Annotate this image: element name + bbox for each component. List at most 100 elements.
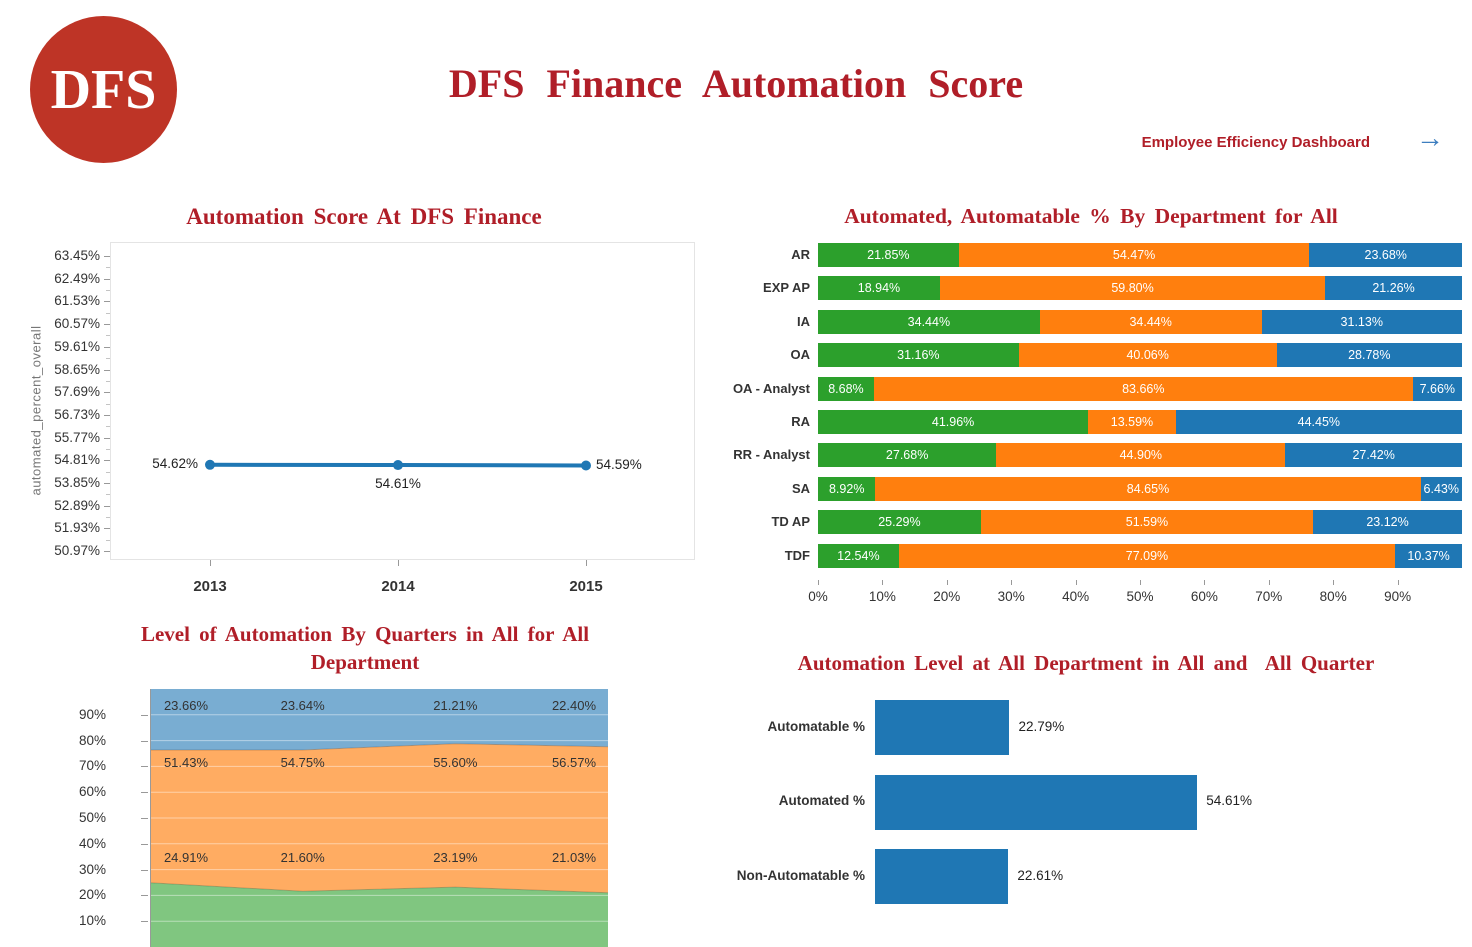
y-minor-tick [106, 380, 110, 382]
category-label: Automatable % [767, 718, 865, 734]
y-tick-mark [104, 301, 110, 303]
y-tick-mark [141, 921, 148, 923]
bar-segment-green[interactable]: 31.16% [818, 343, 1019, 368]
bar-segment-orange[interactable]: 44.90% [996, 443, 1286, 468]
bar-segment-green[interactable]: 41.96% [818, 410, 1089, 434]
x-tick-label: 2013 [193, 578, 227, 595]
y-minor-tick [106, 494, 110, 496]
area-label: 21.03% [551, 850, 597, 865]
y-minor-tick [106, 290, 110, 292]
bar-segment-blue[interactable]: 6.43% [1420, 476, 1462, 501]
bar-segment-blue[interactable]: 7.66% [1412, 376, 1462, 401]
stacked-bar-row: 8.68% 83.66% 7.66% [818, 376, 1462, 401]
y-tick-label: 60% [78, 784, 106, 800]
bar-segment-green[interactable]: 34.44% [818, 309, 1040, 334]
segment-label: 54.47% [1112, 248, 1156, 262]
segment-label: 8.68% [828, 381, 864, 396]
bar-segment-green[interactable]: 18.94% [818, 276, 940, 301]
segment-label: 10.37% [1407, 548, 1450, 563]
stacked-bar-row: 34.44% 34.44% 31.13% [818, 309, 1462, 334]
panel-quarterly-area-chart: Level of Automation By Quarters in All f… [20, 618, 710, 947]
bar-segment-blue[interactable]: 23.68% [1309, 243, 1462, 267]
bar-segment-orange[interactable]: 51.59% [980, 510, 1314, 535]
chart-title: Level of Automation By Quarters in All f… [140, 622, 590, 674]
stacked-bar-row: 8.92% 84.65% 6.43% [818, 476, 1462, 501]
y-tick-label: 10% [78, 913, 106, 929]
y-tick-label: 52.89% [54, 497, 100, 513]
stacked-bar-row: 12.54% 77.09% 10.37% [818, 543, 1462, 568]
y-minor-tick [106, 312, 110, 314]
y-tick-mark [104, 460, 110, 462]
value-bar[interactable] [875, 700, 1010, 755]
panel-automation-level-bar-chart: Automation Level at All Department in Al… [700, 645, 1472, 908]
data-point[interactable] [205, 459, 215, 470]
area-label: 55.60% [433, 755, 478, 770]
value-bar[interactable] [875, 849, 1009, 904]
y-tick-label: 50.97% [54, 543, 100, 559]
value-label: 22.61% [1017, 867, 1064, 883]
bar-segment-blue[interactable]: 44.45% [1175, 410, 1462, 434]
bar-segment-green[interactable]: 8.92% [818, 476, 876, 501]
panel-automation-score-line-chart: Automation Score At DFS Finance automate… [18, 198, 710, 606]
y-minor-tick [106, 335, 110, 337]
bar-segment-blue[interactable]: 23.12% [1313, 510, 1462, 535]
bar-segment-blue[interactable]: 21.26% [1325, 276, 1462, 301]
bar-segment-orange[interactable]: 40.06% [1018, 343, 1277, 368]
value-bar[interactable] [875, 774, 1198, 830]
stacked-bar-row: 25.29% 51.59% 23.12% [818, 510, 1462, 535]
y-tick-mark [104, 346, 110, 348]
y-tick-label: 62.49% [54, 270, 100, 286]
bar-segment-blue[interactable]: 28.78% [1276, 343, 1462, 368]
bar-segment-blue[interactable]: 31.13% [1261, 309, 1462, 334]
bar-segment-orange[interactable]: 77.09% [898, 543, 1396, 568]
y-tick-mark [104, 278, 110, 280]
category-label: OA - Analyst [732, 380, 810, 396]
y-tick-label: 40% [78, 835, 106, 851]
data-point[interactable] [581, 460, 591, 471]
bar-segment-green[interactable]: 25.29% [818, 510, 981, 535]
page-title: DFS Finance Automation Score [448, 61, 1024, 106]
bar-segment-orange[interactable]: 13.59% [1088, 410, 1176, 434]
stacked-bar-row: 21.85% 54.47% 23.68% [818, 243, 1462, 267]
bar-segment-orange[interactable]: 59.80% [939, 276, 1326, 301]
y-tick-label: 20% [78, 887, 106, 903]
plot-area[interactable] [110, 242, 695, 560]
employee-efficiency-dashboard-link[interactable]: Employee Efficiency Dashboard [1141, 134, 1370, 151]
area-band-blue[interactable] [150, 689, 608, 751]
category-label: Automated % [778, 793, 865, 808]
area-band-green[interactable] [150, 882, 608, 947]
area-label: 21.21% [433, 698, 478, 713]
point-label: 54.62% [152, 455, 198, 471]
bar-segment-green[interactable]: 21.85% [818, 243, 959, 267]
segment-label: 6.43% [1423, 481, 1459, 496]
x-tick-label: 40% [1062, 589, 1090, 604]
x-tick-mark [882, 580, 884, 585]
bar-segment-orange[interactable]: 83.66% [873, 376, 1413, 401]
y-tick-mark [141, 818, 148, 819]
y-tick-mark [141, 766, 148, 768]
y-tick-mark [141, 714, 148, 716]
bar-segment-orange[interactable]: 54.47% [958, 243, 1310, 267]
value-label: 54.61% [1206, 793, 1252, 808]
x-tick-mark [1075, 580, 1077, 585]
area-label: 21.60% [280, 850, 325, 865]
bar-segment-green[interactable]: 27.68% [818, 443, 997, 468]
bar-segment-blue[interactable]: 10.37% [1395, 543, 1462, 568]
bar-segment-green[interactable]: 12.54% [818, 543, 899, 568]
x-tick-mark [586, 560, 587, 566]
area-label: 23.19% [433, 850, 478, 865]
segment-label: 27.42% [1352, 448, 1395, 463]
data-point[interactable] [393, 460, 403, 471]
x-tick-mark [1268, 580, 1270, 585]
area-band-orange[interactable] [150, 743, 608, 893]
bar-segment-orange[interactable]: 34.44% [1039, 309, 1262, 334]
y-tick-mark [104, 369, 110, 371]
point-label: 54.61% [375, 476, 421, 492]
area-label: 54.75% [280, 755, 325, 770]
bar-segment-orange[interactable]: 84.65% [875, 476, 1421, 501]
bar-segment-blue[interactable]: 27.42% [1285, 443, 1462, 468]
segment-label: 44.90% [1119, 448, 1163, 463]
x-tick-label: 50% [1126, 589, 1154, 604]
arrow-right-icon[interactable]: → [1416, 122, 1444, 153]
bar-segment-green[interactable]: 8.68% [818, 376, 874, 401]
